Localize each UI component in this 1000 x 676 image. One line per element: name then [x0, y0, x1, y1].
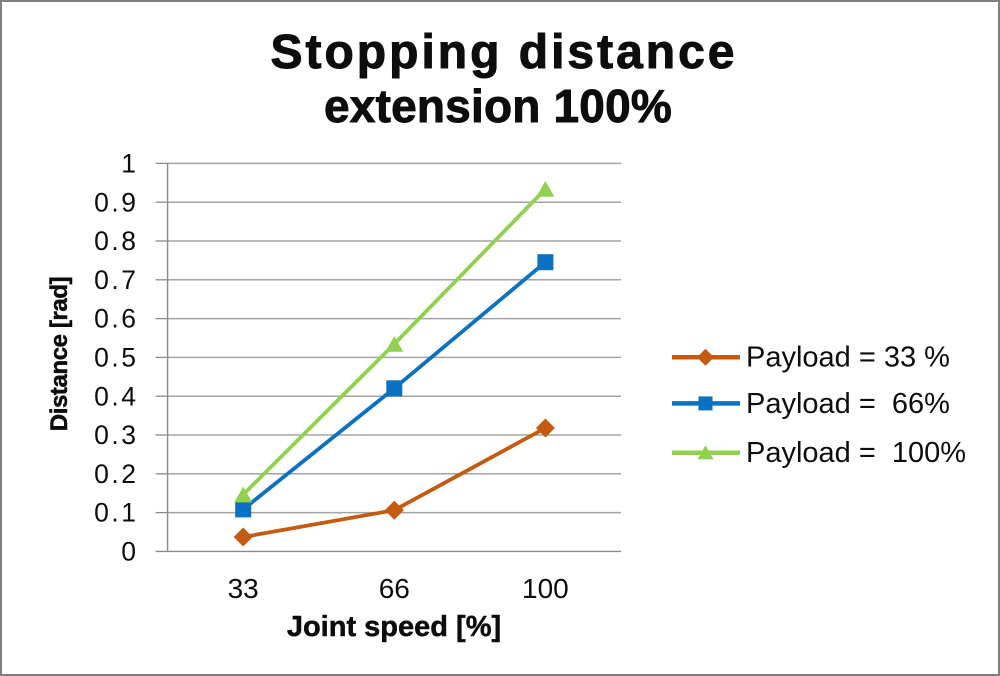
svg-text:66: 66	[379, 573, 410, 604]
svg-text:Payload = 66%: Payload = 66%	[746, 388, 950, 420]
svg-text:0.1: 0.1	[94, 498, 138, 528]
svg-text:0.5: 0.5	[94, 343, 138, 373]
svg-text:33: 33	[228, 573, 259, 604]
svg-text:0.2: 0.2	[94, 459, 138, 489]
svg-text:extension 100%: extension 100%	[324, 80, 672, 132]
svg-text:0.4: 0.4	[94, 381, 138, 411]
svg-text:100: 100	[522, 573, 569, 604]
svg-text:0.6: 0.6	[94, 304, 138, 334]
svg-text:Payload = 100%: Payload = 100%	[746, 437, 966, 469]
svg-text:0.8: 0.8	[94, 226, 138, 256]
svg-text:Joint speed [%]: Joint speed [%]	[287, 611, 501, 643]
svg-text:0: 0	[121, 537, 138, 567]
svg-text:1: 1	[121, 149, 138, 179]
svg-text:0.7: 0.7	[94, 265, 138, 295]
svg-text:0.3: 0.3	[94, 420, 138, 450]
svg-text:Stopping distance: Stopping distance	[270, 26, 737, 79]
svg-text:0.9: 0.9	[94, 187, 138, 217]
svg-text:Distance [rad]: Distance [rad]	[46, 277, 73, 431]
svg-text:Payload = 33 %: Payload = 33 %	[746, 342, 950, 374]
